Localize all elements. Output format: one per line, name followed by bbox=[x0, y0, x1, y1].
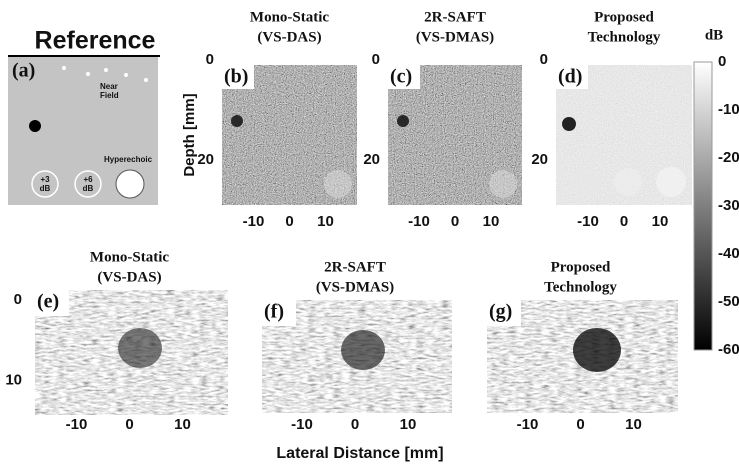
x-tick-label: -10 bbox=[517, 416, 539, 433]
x-tick-label: -10 bbox=[577, 213, 599, 230]
annotation: +6 bbox=[83, 175, 93, 184]
lesion bbox=[118, 328, 162, 368]
x-tick-label: -10 bbox=[243, 213, 265, 230]
annotation: Near bbox=[100, 82, 118, 91]
colorbar-unit: dB bbox=[705, 27, 723, 43]
annotation: Hyperechoic bbox=[104, 155, 153, 164]
y-tick-label: 10 bbox=[5, 372, 22, 389]
x-tick-label: -10 bbox=[408, 213, 430, 230]
x-tick-label: 10 bbox=[317, 213, 334, 230]
x-tick-label: 10 bbox=[483, 213, 500, 230]
x-tick-label: 0 bbox=[451, 213, 459, 230]
panel-title: Technology bbox=[544, 279, 617, 295]
panel-label: (c) bbox=[390, 66, 412, 88]
panel-title: Mono-Static bbox=[90, 249, 169, 265]
panel-title: Technology bbox=[588, 29, 661, 45]
annotation: +3 bbox=[40, 175, 50, 184]
y-tick-label: 0 bbox=[14, 291, 22, 308]
panel-title: (VS-DAS) bbox=[257, 29, 321, 45]
panel-label: (b) bbox=[224, 66, 248, 88]
panel-title: Mono-Static bbox=[250, 9, 329, 25]
colorbar bbox=[694, 62, 712, 350]
y-tick-label: 20 bbox=[197, 151, 214, 168]
x-tick-label: 10 bbox=[652, 213, 669, 230]
annotation: dB bbox=[83, 184, 94, 193]
x-tick-label: 0 bbox=[351, 416, 359, 433]
reference-title: Reference bbox=[35, 27, 156, 55]
x-tick-label: 0 bbox=[620, 213, 628, 230]
x-tick-label: 0 bbox=[285, 213, 293, 230]
lesion bbox=[573, 328, 621, 372]
x-tick-label: 0 bbox=[125, 416, 133, 433]
x-tick-label: 10 bbox=[174, 416, 191, 433]
panel-label: (g) bbox=[489, 301, 512, 323]
y-tick-label: 0 bbox=[372, 51, 380, 68]
panel-title: Proposed bbox=[551, 259, 611, 275]
annotation: Field bbox=[100, 91, 119, 100]
panel-title: 2R-SAFT bbox=[324, 259, 386, 275]
panel-label: (a) bbox=[12, 60, 35, 82]
y-tick-label: 0 bbox=[540, 51, 548, 68]
panel-title: (VS-DMAS) bbox=[416, 29, 494, 45]
colorbar-tick-label: -50 bbox=[718, 293, 739, 310]
panel-title: Proposed bbox=[594, 9, 654, 25]
panel-title: 2R-SAFT bbox=[424, 9, 486, 25]
colorbar-tick-label: 0 bbox=[718, 53, 726, 70]
colorbar-tick-label: -60 bbox=[718, 341, 739, 358]
lesion bbox=[341, 330, 385, 370]
panel-label: (d) bbox=[558, 66, 582, 88]
annotation: dB bbox=[40, 184, 51, 193]
colorbar-tick-label: -10 bbox=[718, 101, 739, 118]
colorbar-tick-label: -40 bbox=[718, 245, 739, 262]
x-tick-label: -10 bbox=[66, 416, 88, 433]
y-tick-label: 20 bbox=[531, 151, 548, 168]
x-tick-label: 10 bbox=[625, 416, 642, 433]
panel-label: (e) bbox=[37, 291, 59, 313]
panel-title: (VS-DMAS) bbox=[316, 279, 394, 295]
x-tick-label: 10 bbox=[400, 416, 417, 433]
y-tick-label: 0 bbox=[206, 51, 214, 68]
figure: Reference (a) Near Field Hyperechoic +3 … bbox=[0, 0, 739, 467]
colorbar-tick-label: -20 bbox=[718, 149, 739, 166]
x-tick-label: 0 bbox=[576, 416, 584, 433]
y-axis-label: Depth [mm] bbox=[181, 93, 198, 176]
colorbar-tick-label: -30 bbox=[718, 197, 739, 214]
panel-label: (f) bbox=[264, 301, 284, 323]
y-tick-label: 20 bbox=[363, 151, 380, 168]
x-axis-label: Lateral Distance [mm] bbox=[276, 445, 443, 462]
x-tick-label: -10 bbox=[291, 416, 313, 433]
panel-title: (VS-DAS) bbox=[97, 269, 161, 285]
